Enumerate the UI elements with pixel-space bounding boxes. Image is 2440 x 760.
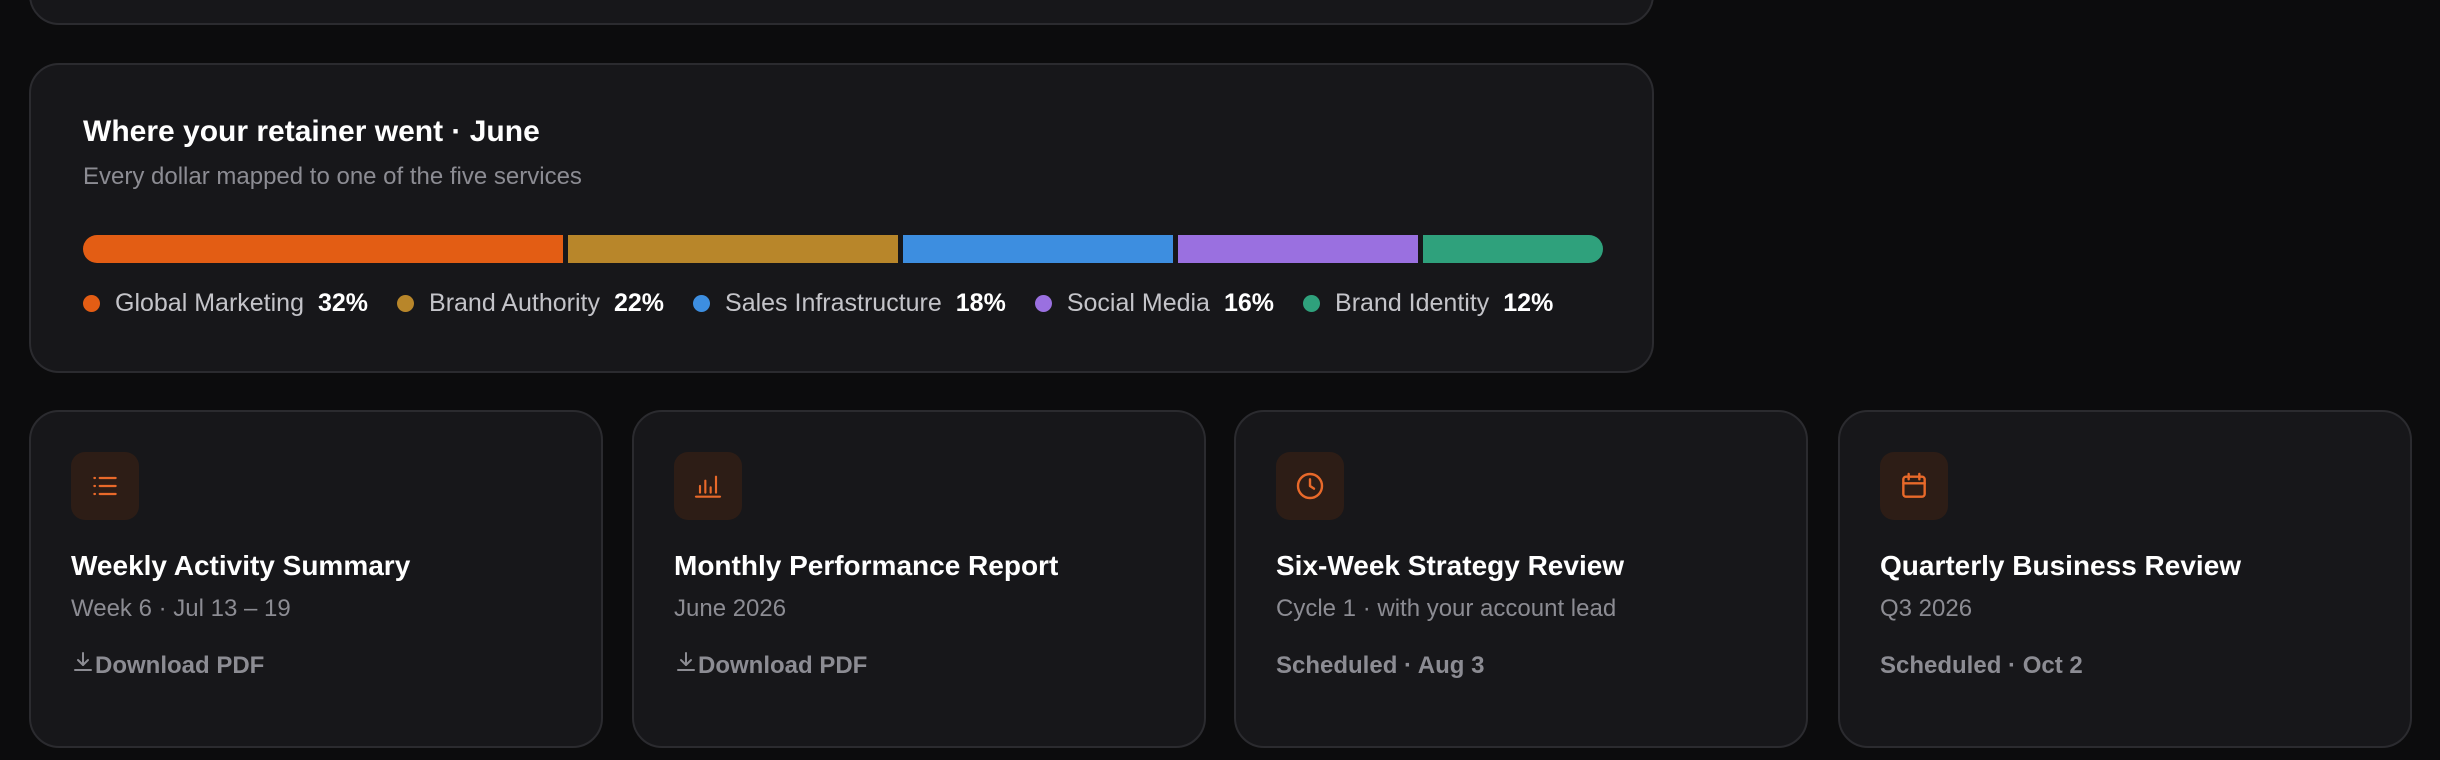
legend-item-sales-infrastructure: Sales Infrastructure 18% <box>693 289 1006 318</box>
legend-dot <box>693 295 711 312</box>
retainer-breakdown-card: Where your retainer went · June Every do… <box>29 63 1654 373</box>
report-subtitle: Week 6 · Jul 13 – 19 <box>71 595 291 622</box>
report-card-monthly: Monthly Performance Report June 2026 Dow… <box>632 410 1206 748</box>
legend-dot <box>83 295 100 312</box>
legend-percent: 22% <box>613 289 665 317</box>
list-icon <box>71 452 139 520</box>
scheduled-label: Scheduled · Aug 3 <box>1276 652 1485 679</box>
legend-item-brand-authority: Brand Authority 22% <box>397 289 664 318</box>
legend-dot <box>1034 295 1052 312</box>
legend-label: Brand Authority <box>429 289 600 317</box>
legend-percent: 12% <box>1503 289 1554 317</box>
report-title: Weekly Activity Summary <box>71 550 411 581</box>
legend-percent: 32% <box>317 289 369 317</box>
calendar-icon <box>1880 452 1948 520</box>
legend-item-global-marketing: Global Marketing 32% <box>83 289 368 318</box>
report-title: Monthly Performance Report <box>674 550 1059 581</box>
report-subtitle: Cycle 1 · with your account lead <box>1276 595 1617 622</box>
download-pdf-button[interactable]: Download PDF <box>71 652 264 680</box>
report-card-quarterly: Quarterly Business Review Q3 2026 Schedu… <box>1838 410 2412 748</box>
legend-dot <box>1303 295 1321 312</box>
allocation-bar <box>83 235 1603 263</box>
legend-label: Social Media <box>1066 289 1210 317</box>
legend-percent: 16% <box>1223 289 1275 317</box>
clock-icon <box>1276 452 1344 520</box>
retainer-subtitle: Every dollar mapped to one of the five s… <box>83 163 582 190</box>
allocation-segment-sales-infrastructure <box>898 235 1173 263</box>
download-icon <box>74 652 92 671</box>
allocation-segment-global-marketing <box>83 235 563 263</box>
report-title: Six-Week Strategy Review <box>1276 550 1625 581</box>
legend-label: Brand Identity <box>1335 289 1490 317</box>
allocation-legend: Global Marketing 32% Brand Authority 22%… <box>83 289 1582 318</box>
previous-card <box>29 0 1654 25</box>
legend-item-social-media: Social Media 16% <box>1034 289 1275 318</box>
download-label: Download PDF <box>95 652 265 679</box>
download-label: Download PDF <box>698 652 868 679</box>
bar-chart-icon <box>674 452 742 520</box>
report-subtitle: June 2026 <box>674 595 787 622</box>
download-pdf-button[interactable]: Download PDF <box>674 652 867 680</box>
report-card-strategy: Six-Week Strategy Review Cycle 1 · with … <box>1234 410 1808 748</box>
retainer-title: Where your retainer went · June <box>83 115 540 148</box>
legend-percent: 18% <box>955 289 1006 317</box>
download-icon <box>677 652 695 671</box>
allocation-segment-social-media <box>1173 235 1418 263</box>
report-subtitle: Q3 2026 <box>1880 595 1973 622</box>
allocation-segment-brand-authority <box>563 235 898 263</box>
allocation-segment-brand-identity <box>1418 235 1603 263</box>
legend-label: Global Marketing <box>115 289 304 317</box>
report-title: Quarterly Business Review <box>1880 550 2242 581</box>
legend-label: Sales Infrastructure <box>725 289 942 317</box>
scheduled-status: Scheduled · Oct 2 <box>1880 652 2083 680</box>
report-card-weekly: Weekly Activity Summary Week 6 · Jul 13 … <box>29 410 603 748</box>
legend-item-brand-identity: Brand Identity 12% <box>1303 289 1553 318</box>
legend-dot <box>397 295 415 312</box>
scheduled-label: Scheduled · Oct 2 <box>1880 652 2083 679</box>
scheduled-status: Scheduled · Aug 3 <box>1276 652 1484 680</box>
